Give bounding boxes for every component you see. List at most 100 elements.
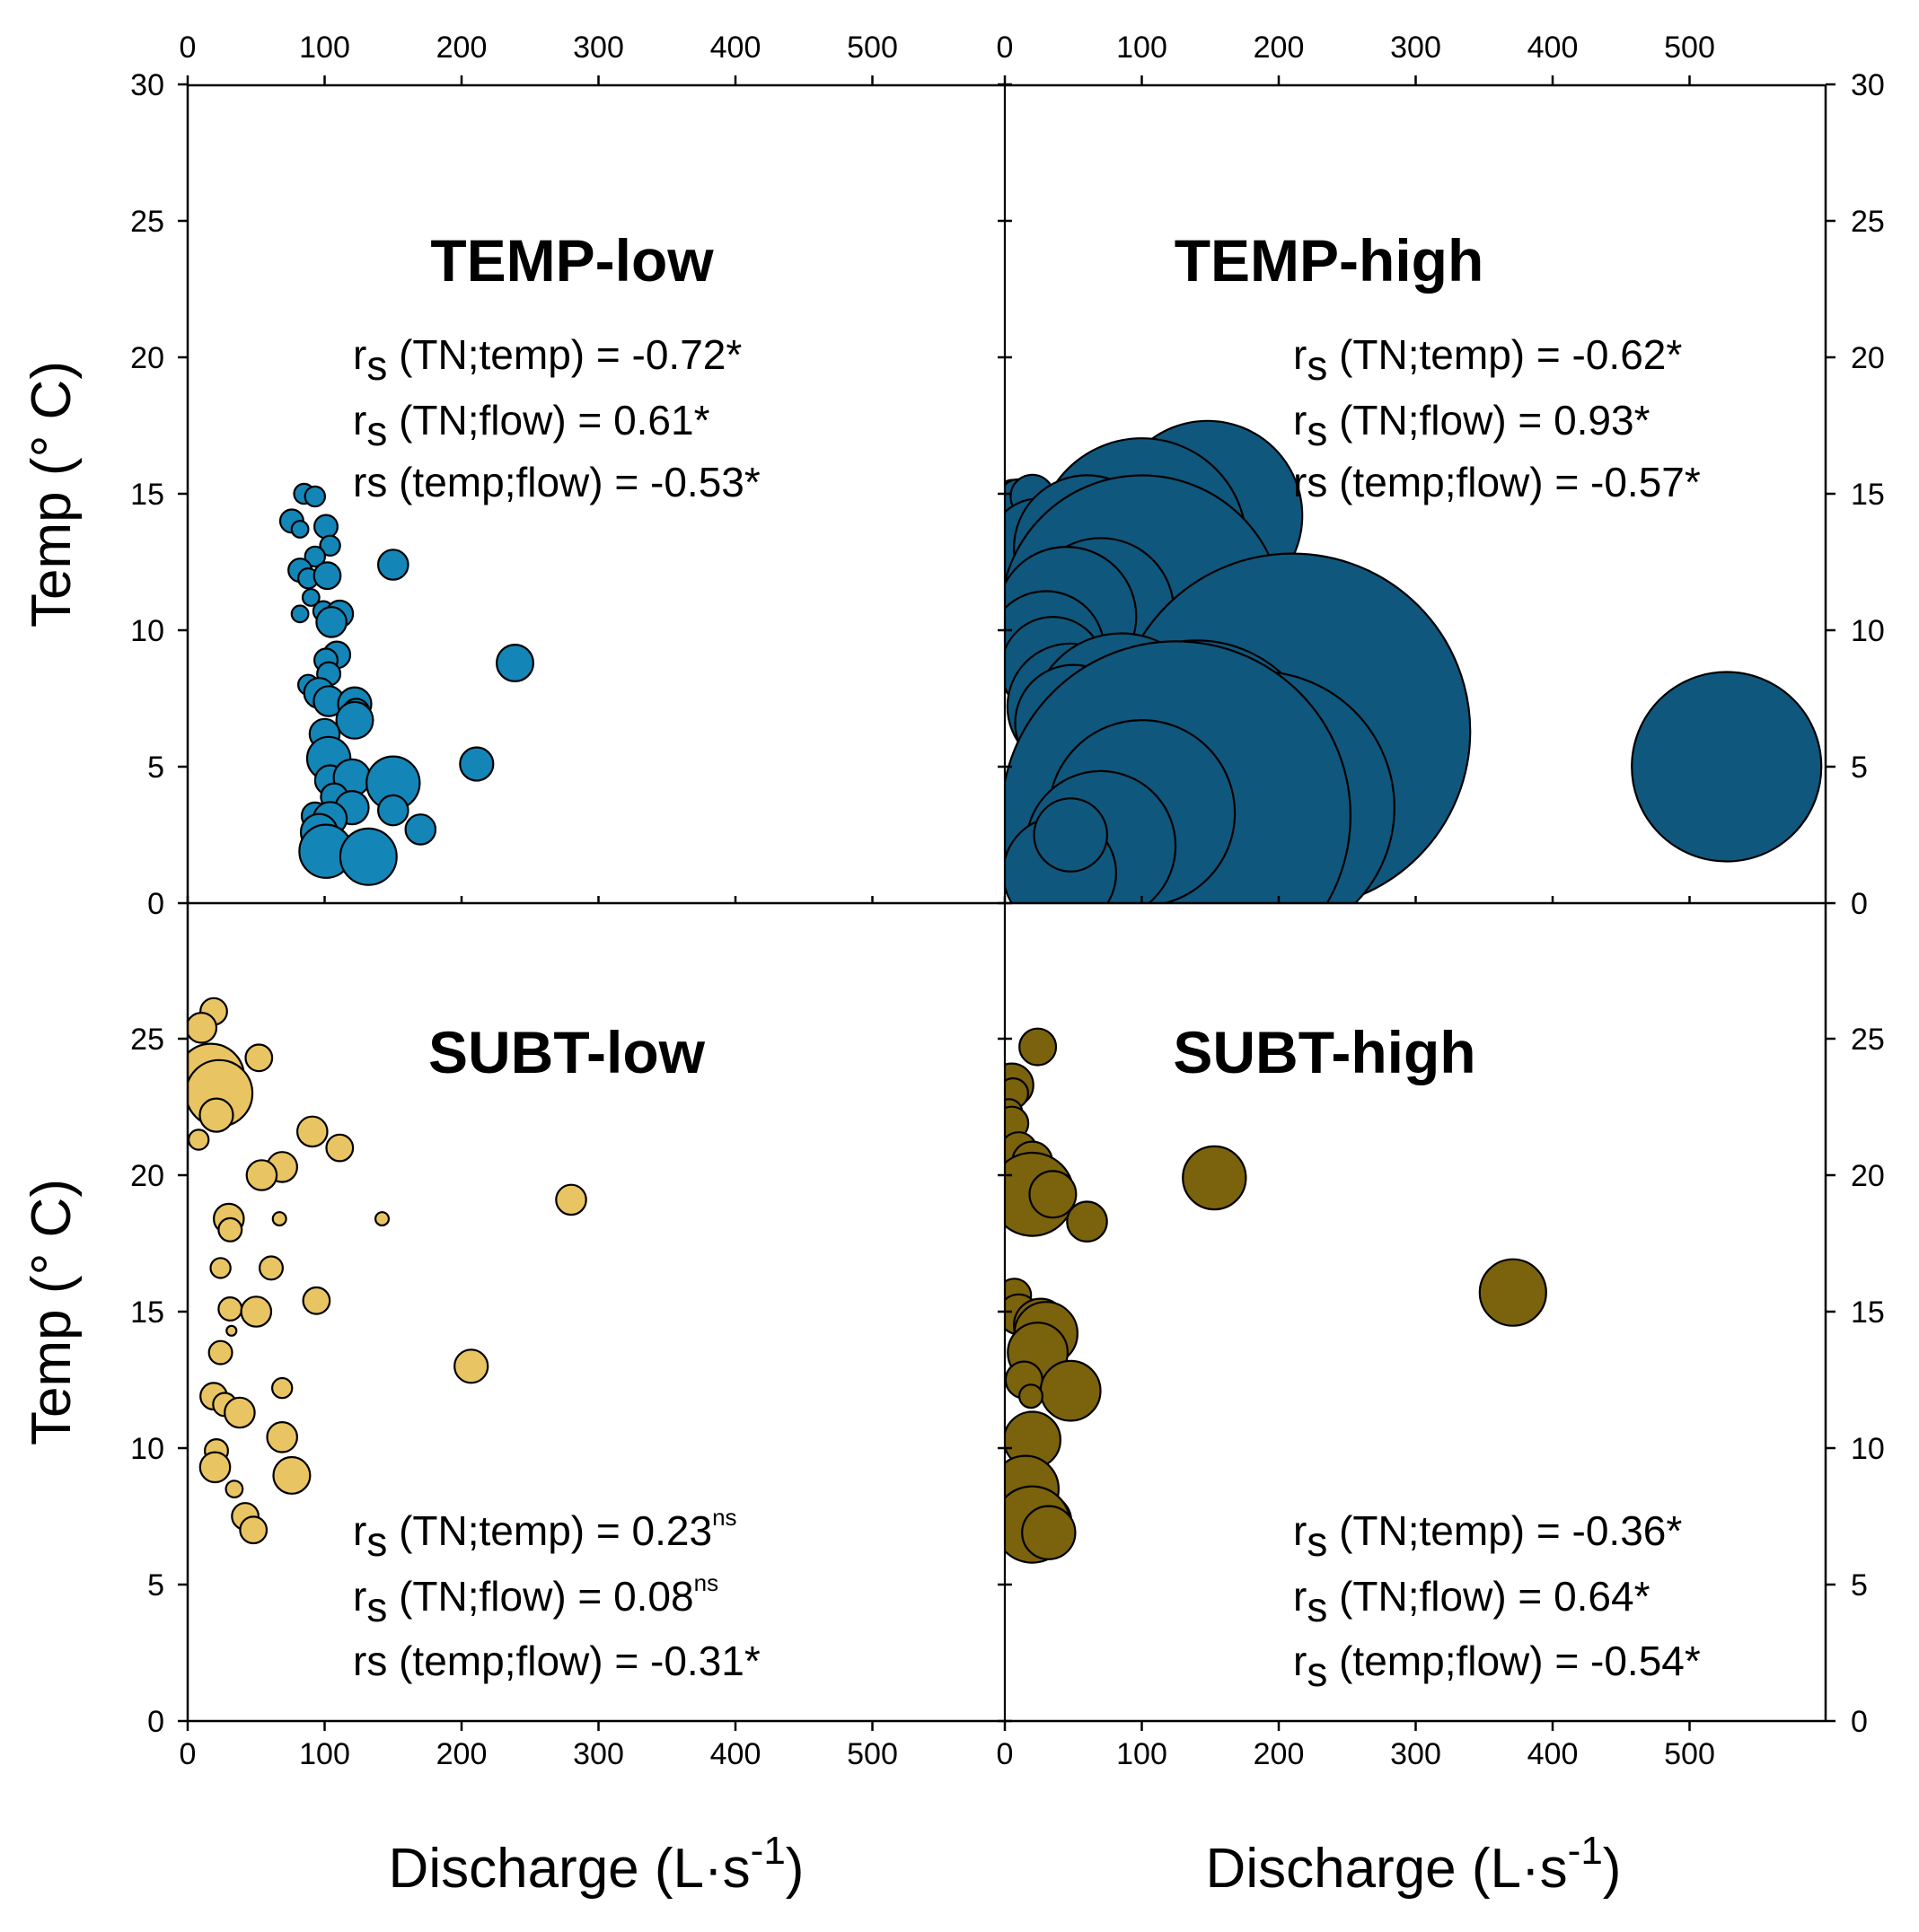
subt-low-bubble <box>217 1216 243 1243</box>
y-axis-title-top: Temp (° C) <box>21 361 83 628</box>
subt-high-title: SUBT-high <box>1173 1019 1475 1085</box>
subt-low-bubble <box>271 1211 287 1227</box>
subt-low-bubble <box>198 1451 232 1484</box>
x-tick-label-top: 300 <box>1390 31 1441 65</box>
y-tick-label-right: 0 <box>1851 1705 1868 1739</box>
y-tick-label-right: 15 <box>1851 478 1885 512</box>
temp-low-bubble <box>304 545 326 568</box>
y-tick-label-right: 5 <box>1851 1568 1868 1603</box>
x-tick-label-bottom: 0 <box>180 1737 197 1771</box>
subt-low-bubble <box>244 1043 274 1073</box>
subt-low-bubble <box>224 1396 256 1429</box>
x-tick-label-top: 200 <box>1254 31 1305 65</box>
subt-low-bubble <box>266 1421 299 1453</box>
x-tick-label-bottom: 400 <box>1527 1737 1579 1771</box>
subt-low-bubble <box>271 1376 294 1400</box>
subt-low-bubble <box>325 1133 355 1163</box>
subt-low-bubble <box>245 1159 278 1191</box>
x-tick-label-bottom: 400 <box>710 1737 761 1771</box>
temp-low-bubble <box>290 520 310 539</box>
y-tick-label-left: 25 <box>130 205 164 239</box>
subt-high-bubble <box>1182 1145 1247 1211</box>
subt-low-bubble <box>259 1255 285 1281</box>
x-tick-label-top: 200 <box>436 31 488 65</box>
x-tick-label-top: 0 <box>180 31 197 65</box>
subt-low-bubble <box>209 1257 232 1279</box>
temp-high-stat-line: rs (TN;temp) = -0.62* <box>1293 331 1682 389</box>
temp-low-bubble <box>304 485 326 508</box>
temp-low-stat-line: rs (temp;flow) = -0.53* <box>353 459 761 505</box>
temp-low-title: TEMP-low <box>430 227 714 294</box>
x-tick-label-top: 100 <box>299 31 350 65</box>
y-axis-title-bottom: Temp (° C) <box>21 1179 83 1445</box>
subt-low-bubble <box>188 1012 218 1044</box>
x-tick-label-bottom: 300 <box>573 1737 624 1771</box>
x-tick-label-bottom: 500 <box>847 1737 898 1771</box>
x-tick-label-top: 500 <box>847 31 898 65</box>
temp-low-bubble <box>495 643 534 682</box>
subt-high-bubble <box>1018 1027 1058 1067</box>
subt-high-bubble <box>1021 1505 1077 1560</box>
subt-high-bubble <box>1478 1258 1547 1327</box>
y-tick-label-left: 10 <box>130 614 164 648</box>
subt-low-bubble <box>217 1295 243 1322</box>
x-axis-title: Discharge (L·s-1) <box>1206 1829 1622 1900</box>
temp-low-bubbles <box>278 482 534 886</box>
subt-low-bubble <box>207 1339 233 1366</box>
x-tick-label-top: 500 <box>1664 31 1715 65</box>
y-tick-label-left: 0 <box>147 887 164 921</box>
y-tick-label-right: 10 <box>1851 614 1885 648</box>
x-tick-label-top: 300 <box>573 31 624 65</box>
x-tick-label-bottom: 300 <box>1390 1737 1441 1771</box>
subt-low-bubble <box>555 1183 587 1216</box>
subt-low-bubble <box>272 1455 312 1495</box>
subt-low-stat-line: rs (TN;flow) = 0.08ns <box>353 1569 718 1630</box>
y-tick-label-left: 20 <box>130 341 164 375</box>
subt-low-bubble <box>453 1348 489 1384</box>
x-tick-label-bottom: 500 <box>1664 1737 1715 1771</box>
temp-low-bubble <box>376 794 409 827</box>
subt-high-bubble <box>1039 1359 1102 1422</box>
x-tick-label-top: 0 <box>997 31 1014 65</box>
temp-low-bubble <box>313 514 339 540</box>
y-tick-label-right: 20 <box>1851 1159 1885 1193</box>
labels-layer: 0010010020020030030040040050050000100100… <box>21 31 1885 1900</box>
temp-high-stat-line: rs (TN;flow) = 0.93* <box>1293 397 1651 454</box>
x-tick-label-bottom: 200 <box>436 1737 488 1771</box>
y-tick-label-right: 10 <box>1851 1432 1885 1466</box>
temp-low-bubble <box>339 827 398 886</box>
temp-low-bubble <box>290 604 310 624</box>
x-tick-label-top: 400 <box>1527 31 1579 65</box>
y-tick-label-right: 5 <box>1851 751 1868 785</box>
y-tick-label-left: 5 <box>147 751 164 785</box>
y-tick-label-right: 25 <box>1851 1023 1885 1057</box>
temp-high-title: TEMP-high <box>1175 227 1484 294</box>
temp-low-bubble <box>301 588 321 607</box>
x-axis-title: Discharge (L·s-1) <box>389 1829 805 1900</box>
axes-layer <box>178 75 1835 1731</box>
temp-low-bubble <box>315 606 348 638</box>
subt-low-bubble <box>239 1515 268 1545</box>
subt-low-bubbles <box>188 997 587 1545</box>
temp-high-bubble <box>1033 797 1109 873</box>
temp-high-bubble <box>1631 671 1823 863</box>
subt-high-stat-line: rs (temp;flow) = -0.54* <box>1293 1638 1701 1695</box>
temp-low-bubble <box>335 700 374 740</box>
temp-low-bubble <box>459 746 495 782</box>
y-tick-label-right: 20 <box>1851 341 1885 375</box>
temp-low-stat-line: rs (TN;temp) = -0.72* <box>353 331 742 389</box>
x-tick-label-bottom: 100 <box>1116 1737 1167 1771</box>
temp-low-bubble <box>376 549 409 581</box>
y-tick-label-left: 15 <box>130 1295 164 1330</box>
y-tick-label-left: 0 <box>147 1705 164 1739</box>
temp-low-bubble <box>319 534 341 558</box>
subt-low-bubble <box>224 1480 244 1498</box>
temp-high-stat-line: rs (temp;flow) = -0.57* <box>1293 459 1701 505</box>
x-tick-label-top: 400 <box>710 31 761 65</box>
y-tick-label-right: 30 <box>1851 68 1885 102</box>
subt-high-stat-line: rs (TN;temp) = -0.36* <box>1293 1507 1682 1565</box>
subt-low-bubble <box>198 1097 234 1133</box>
subt-low-stat-line: rs (temp;flow) = -0.31* <box>353 1638 761 1684</box>
subt-high-bubble <box>1066 1200 1108 1243</box>
